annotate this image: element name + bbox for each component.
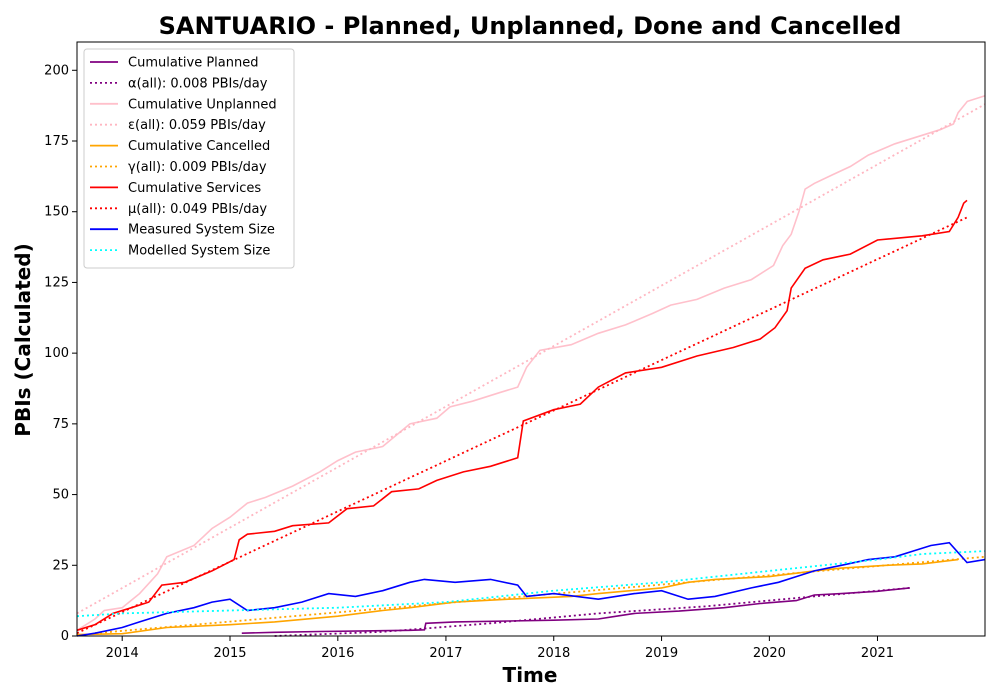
legend-label: μ(all): 0.049 PBIs/day (128, 202, 267, 217)
y-tick-label: 150 (44, 205, 69, 220)
y-tick-label: 125 (44, 275, 69, 290)
y-tick-label: 75 (52, 417, 69, 432)
series-line-2 (76, 94, 986, 631)
y-tick-label: 50 (52, 488, 69, 503)
y-tick-label: 200 (44, 63, 69, 78)
legend-label: Modelled System Size (128, 244, 270, 259)
x-tick-label: 2014 (106, 646, 139, 661)
y-tick-label: 0 (61, 629, 69, 644)
legend-label: Cumulative Cancelled (128, 139, 270, 154)
series-line-8 (76, 541, 986, 637)
x-tick-label: 2015 (213, 646, 246, 661)
legend-label: Cumulative Planned (128, 56, 258, 71)
series-line-7 (76, 216, 968, 635)
x-tick-label: 2021 (861, 646, 894, 661)
legend-box (83, 48, 295, 269)
y-axis-label: PBIs (Calculated) (11, 243, 35, 436)
y-tick-label: 25 (52, 558, 69, 573)
series-line-1 (274, 587, 910, 637)
legend-label: Cumulative Unplanned (128, 97, 277, 112)
legend-label: Measured System Size (128, 223, 275, 238)
x-tick-label: 2019 (645, 646, 678, 661)
legend-label: γ(all): 0.009 PBIs/day (128, 160, 267, 175)
series-line-6 (76, 199, 968, 632)
legend-label: Cumulative Services (128, 181, 261, 196)
x-tick-label: 2020 (753, 646, 786, 661)
x-tick-label: 2018 (537, 646, 570, 661)
x-tick-label: 2016 (321, 646, 354, 661)
series-line-9 (76, 550, 986, 618)
x-tick-label: 2017 (429, 646, 462, 661)
x-axis-label: Time (503, 663, 558, 687)
plot-frame (76, 41, 986, 637)
axes-layer: 0 25 50 75 100 125 150 175 200 2014 2015 2016 2017 20… (44, 41, 986, 661)
chart-title: SANTUARIO - Planned, Unplanned, Done and… (159, 12, 902, 40)
legend: Cumulative Planned α(all): 0.008 PBIs/day… (83, 48, 295, 269)
y-tick-label: 100 (44, 346, 69, 361)
legend-label: ε(all): 0.059 PBIs/day (128, 118, 266, 133)
series-layer (76, 94, 986, 637)
series-line-3 (76, 103, 986, 615)
y-tick-label: 175 (44, 134, 69, 149)
legend-label: α(all): 0.008 PBIs/day (128, 76, 268, 91)
